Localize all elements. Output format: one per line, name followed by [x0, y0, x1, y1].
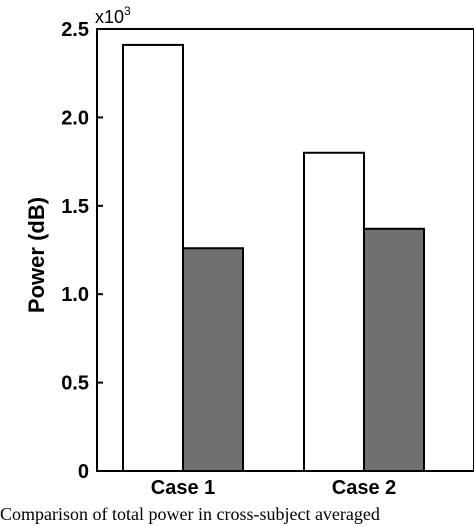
x-tick-label: Case 1 [151, 477, 216, 499]
y-tick-label: 1.0 [61, 284, 89, 306]
bar-case-1-series-2 [182, 247, 244, 472]
plot-area-frame [96, 28, 474, 472]
y-tick-label: 0.5 [61, 373, 89, 395]
y-axis-label: Power (dB) [24, 197, 49, 313]
scale-base: x10 [95, 7, 124, 27]
bar-case-1-series-1 [122, 43, 184, 473]
bars [122, 43, 425, 473]
bar-case-2-series-2 [363, 227, 425, 472]
y-tick-label: 2.0 [61, 107, 89, 129]
x-tick-label: Case 2 [332, 477, 397, 499]
bar-case-2-series-1 [303, 151, 365, 472]
y-tick-label: 2.5 [61, 19, 89, 41]
figure-caption: Comparison of total power in cross-subje… [0, 504, 380, 524]
y-axis-scale-factor: x103 [95, 4, 131, 27]
y-tick-label: 1.5 [61, 196, 89, 218]
scale-exponent: 3 [124, 4, 131, 18]
y-tick-label: 0 [78, 461, 89, 483]
